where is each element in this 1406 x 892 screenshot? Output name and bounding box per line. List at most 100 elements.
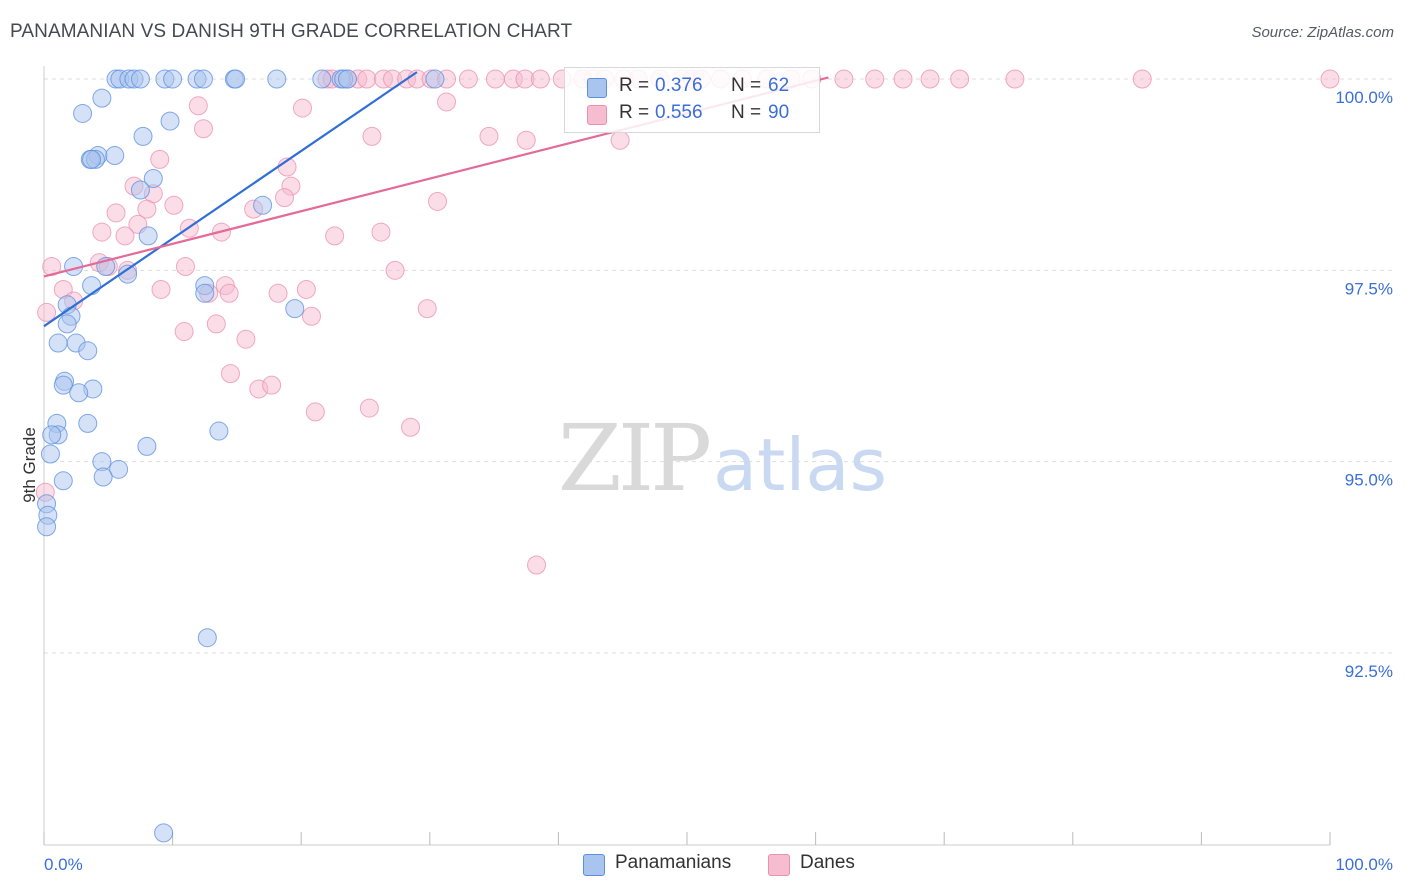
panamanian-point-12 [312,69,332,89]
dane-point-79 [417,299,437,319]
panamanian-point-25 [82,149,102,169]
panamanian-point-16 [425,69,445,89]
panamanians-points [37,69,445,843]
panamanian-point-57 [53,471,73,491]
dane-point-55 [137,199,157,219]
dane-point-53 [428,191,448,211]
dane-point-83 [174,322,194,342]
dane-point-38 [1320,69,1340,89]
x-tick-label-0: 0.0% [44,855,83,874]
panamanian-point-24 [105,146,125,166]
watermark-zip: ZIP [558,405,709,512]
panamanian-point-10 [226,69,246,89]
dane-point-74 [219,283,239,303]
source-credit: Source: ZipAtlas.com [1251,24,1394,41]
dane-point-36 [1005,69,1025,89]
panamanian-point-42 [78,341,98,361]
dane-point-43 [362,126,382,146]
tick-labels: 92.5% 95.0% 97.5% 100.0% 0.0% 100.0% [44,88,1393,874]
panamanians-trend-line [43,71,418,328]
panamanian-point-6 [163,69,183,89]
panamanian-point-44 [53,375,73,395]
dane-point-64 [115,226,135,246]
dane-point-42 [193,119,213,139]
n-label: N = [731,102,762,123]
panamanian-point-17 [92,88,112,108]
stats-row-panamanians: R = 0.376 N = 62 [565,72,819,102]
dane-point-72 [151,279,171,299]
dane-point-45 [516,130,536,150]
panamanian-point-62 [154,823,174,843]
panamanian-point-18 [73,103,93,123]
dane-point-47 [150,149,170,169]
dane-point-89 [359,398,379,418]
legend-label-panamanians: Panamanians [615,852,732,873]
grid-layer [44,78,1392,654]
dane-point-37 [1132,69,1152,89]
dane-point-35 [950,69,970,89]
dane-point-46 [610,130,630,150]
x-tick-label-1: 100.0% [1335,855,1393,874]
dane-point-69 [175,257,195,277]
panamanian-point-60 [37,517,57,537]
panamanian-point-53 [137,436,157,456]
danes-swatch [587,105,607,125]
panamanian-point-11 [267,69,287,89]
dane-point-33 [893,69,913,89]
panamanian-point-40 [48,333,68,353]
dane-point-44 [479,126,499,146]
dane-point-90 [401,417,421,437]
n-value: 62 [768,75,790,96]
y-tick-label-2: 97.5% [1345,279,1393,298]
panamanian-point-51 [209,421,229,441]
y-tick-label-3: 100.0% [1335,88,1393,107]
r-value: 0.556 [655,102,703,123]
dane-point-39 [188,96,208,116]
dane-point-54 [164,195,184,215]
panamanian-point-15 [337,69,357,89]
panamanian-point-26 [143,168,163,188]
panamanian-point-39 [57,314,77,334]
dane-point-63 [371,222,391,242]
panamanians-legend-swatch [583,854,605,876]
danes-legend-swatch [768,854,790,876]
dane-point-70 [385,260,405,280]
panamanian-point-27 [130,180,150,200]
panamanian-point-46 [69,383,89,403]
panamanians-swatch [587,78,607,98]
r-label: R = [619,75,650,96]
dane-point-15 [530,69,550,89]
dane-point-81 [301,306,321,326]
dane-point-62 [325,226,345,246]
stats-legend: R = 0.376 N = 62 R = 0.556 N = 90 [564,67,820,133]
dane-point-80 [37,302,57,322]
series-legend: Panamanians Danes [0,850,1406,880]
panamanian-point-52 [40,444,60,464]
dane-point-77 [296,279,316,299]
r-label: R = [619,102,650,123]
panamanian-point-19 [133,126,153,146]
dane-point-57 [106,203,126,223]
panamanian-point-38 [285,299,305,319]
y-tick-label-1: 95.0% [1345,471,1393,490]
dane-point-60 [92,222,112,242]
panamanian-point-4 [130,69,150,89]
dane-point-41 [437,92,457,112]
n-label: N = [731,75,762,96]
dane-point-4 [357,69,377,89]
panamanian-point-55 [109,459,129,479]
watermark: ZIP atlas [558,405,887,512]
legend-label-danes: Danes [800,852,855,873]
panamanian-point-33 [82,276,102,296]
dane-point-11 [458,69,478,89]
dane-point-92 [527,555,547,575]
dane-point-88 [305,402,325,422]
r-value: 0.376 [655,75,703,96]
dane-point-12 [485,69,505,89]
panamanian-point-50 [42,425,62,445]
panamanian-point-49 [78,413,98,433]
n-value: 90 [768,102,790,123]
stats-row-danes: R = 0.556 N = 90 [565,99,819,129]
dane-point-85 [220,364,240,384]
